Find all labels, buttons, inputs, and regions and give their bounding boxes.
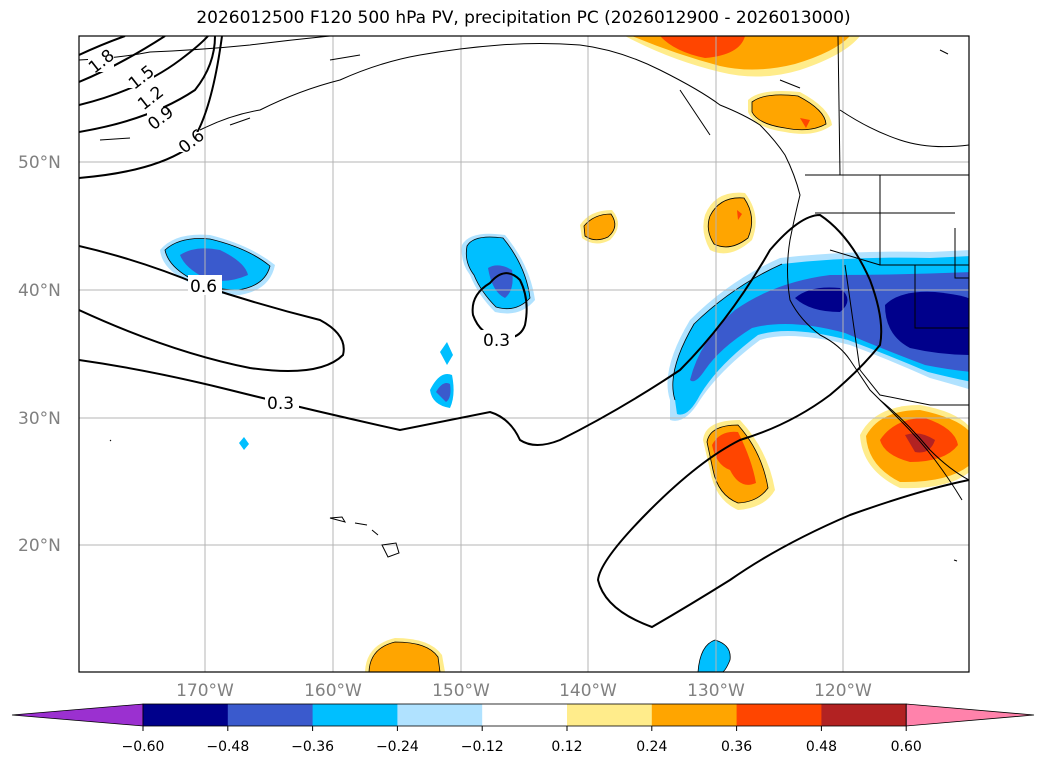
lat-label-40n: 40°N <box>18 281 61 301</box>
lon-label-170w: 170°W <box>176 681 234 701</box>
colorbar-tick-label: 0.36 <box>721 739 752 755</box>
lon-label-150w: 150°W <box>432 681 490 701</box>
map-frame <box>78 35 970 673</box>
colorbar-bin <box>397 704 483 726</box>
lat-label-20n: 20°N <box>18 536 61 556</box>
colorbar-tick-label: 0.24 <box>636 739 667 755</box>
colorbar-bin <box>227 704 314 726</box>
lon-label-130w: 130°W <box>687 681 745 701</box>
pv-label-0.3-center: 0.3 <box>483 331 510 351</box>
colorbar-tick-label: −0.12 <box>461 739 504 755</box>
lat-label-30n: 30°N <box>18 409 61 429</box>
colorbar-extend-low <box>11 703 144 727</box>
lon-label-120w: 120°W <box>814 681 872 701</box>
map-plot-area: 1.8 1.5 1.2 0.9 0.6 0.6 0.3 0.3 <box>79 36 969 672</box>
lat-label-50n: 50°N <box>18 153 61 173</box>
graticule <box>79 36 969 672</box>
colorbar-tick-label: −0.60 <box>122 739 165 755</box>
colorbar-bin <box>567 704 653 726</box>
colorbar-tick-label: 0.48 <box>806 739 837 755</box>
lon-label-140w: 140°W <box>559 681 617 701</box>
lon-label-160w: 160°W <box>304 681 362 701</box>
colorbar-tick-label: 0.12 <box>551 739 582 755</box>
precip-outlines <box>164 94 827 672</box>
colorbar-tick-label: 0.60 <box>891 739 922 755</box>
coastlines <box>79 36 969 562</box>
map-title: 2026012500 F120 500 hPa PV, precipitatio… <box>196 8 851 28</box>
colorbar-bin <box>482 704 568 726</box>
colorbar-tick-label: −0.48 <box>206 739 249 755</box>
colorbar-bin <box>312 704 398 726</box>
colorbar-bin <box>143 704 229 726</box>
colorbar-extend-high <box>905 703 1035 727</box>
colorbar-tick-label: −0.36 <box>291 739 334 755</box>
longitude-labels: 170°W 160°W 150°W 140°W 130°W 120°W <box>176 681 872 701</box>
latitude-labels: 50°N 40°N 30°N 20°N <box>18 153 61 556</box>
colorbar-frame <box>142 703 907 727</box>
colorbar-tick-label: −0.24 <box>376 739 419 755</box>
pv-label-0.3-south: 0.3 <box>267 394 294 414</box>
colorbar-bin <box>651 704 738 726</box>
pv-label-0.6-lower: 0.6 <box>190 277 217 297</box>
colorbar-bin <box>736 704 822 726</box>
pv-contours <box>79 36 969 629</box>
colorbar: −0.60 −0.48 −0.36 −0.24 −0.12 0.12 0.24 0.36 0.4… <box>11 703 1035 755</box>
colorbar-bin <box>821 704 907 726</box>
